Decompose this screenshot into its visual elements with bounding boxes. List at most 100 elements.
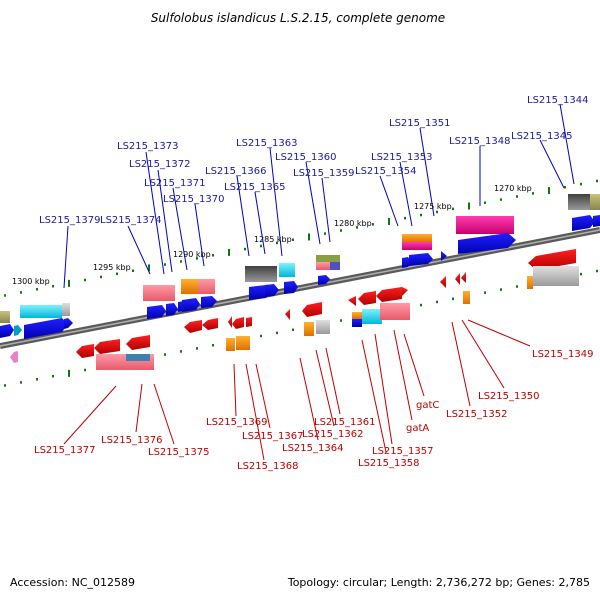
reverse-gene-labels: LS215_1349 LS215_1350 LS215_1352 gatC ga… bbox=[34, 349, 593, 472]
scale-label: 1270 kbp bbox=[494, 184, 532, 193]
scale-tick-minor bbox=[324, 232, 326, 235]
scale-tick-minor bbox=[292, 328, 294, 332]
scale-tick-minor bbox=[420, 303, 422, 307]
scale-tick-minor bbox=[20, 381, 22, 384]
scale-tick-minor bbox=[36, 288, 38, 291]
scale-tick-minor bbox=[340, 319, 342, 322]
gene-feature bbox=[232, 317, 244, 329]
gene-label: LS215_1361 bbox=[314, 417, 375, 428]
gene-feature bbox=[463, 291, 470, 304]
gene-feature bbox=[202, 318, 218, 330]
gene-feature bbox=[402, 242, 432, 250]
gene-feature bbox=[533, 266, 579, 286]
map-title: Sulfolobus islandicus L.S.2.15, complete… bbox=[151, 11, 445, 25]
gene-feature bbox=[461, 272, 466, 283]
gene-label: LS215_1357 bbox=[372, 446, 433, 457]
scale-label: 1295 kbp bbox=[93, 263, 131, 272]
gene-feature bbox=[20, 305, 62, 318]
scale-tick-minor bbox=[580, 182, 582, 186]
gene-feature bbox=[14, 325, 22, 336]
forward-gene-labels: LS215_1344 LS215_1345 LS215_1348 LS215_1… bbox=[39, 95, 588, 226]
gene-feature bbox=[265, 284, 279, 297]
scale-tick-minor bbox=[180, 350, 182, 353]
scale-tick-minor bbox=[116, 272, 118, 276]
scale-tick-minor bbox=[276, 331, 278, 335]
scale-tick-minor bbox=[596, 179, 598, 183]
forward-features bbox=[0, 194, 600, 339]
scale-tick-minor bbox=[244, 247, 246, 251]
gene-feature bbox=[182, 298, 200, 312]
gene-feature bbox=[236, 336, 250, 350]
scale-tick-major bbox=[68, 279, 70, 287]
gene-label: LS215_1351 bbox=[389, 118, 450, 129]
gene-feature bbox=[348, 296, 356, 306]
gene-label: LS215_1365 bbox=[224, 182, 285, 193]
gene-label: LS215_1353 bbox=[371, 152, 432, 163]
scale-tick-minor bbox=[484, 291, 486, 294]
scale-label: 1285 kbp bbox=[254, 235, 292, 244]
scale-tick-major bbox=[468, 202, 470, 210]
gene-label: LS215_1366 bbox=[205, 166, 266, 177]
scale-tick-minor bbox=[516, 285, 518, 288]
gene-feature bbox=[285, 309, 290, 320]
gene-feature bbox=[527, 276, 533, 289]
scale-tick-major bbox=[68, 369, 70, 377]
gene-feature bbox=[458, 233, 516, 254]
gene-feature bbox=[64, 318, 73, 329]
scale-tick-minor bbox=[452, 207, 454, 211]
gene-label: gatA bbox=[406, 423, 429, 434]
scale-tick-minor bbox=[260, 244, 262, 248]
gene-feature bbox=[316, 255, 340, 262]
gene-label: LS215_1371 bbox=[144, 178, 205, 189]
scale-tick-minor bbox=[484, 201, 486, 204]
scale-tick-minor bbox=[404, 216, 406, 220]
gene-feature bbox=[318, 275, 330, 285]
gene-label: LS215_1374 bbox=[100, 215, 161, 226]
scale-tick-minor bbox=[52, 284, 54, 288]
gene-feature bbox=[201, 296, 217, 308]
gene-label: LS215_1369 bbox=[206, 417, 267, 428]
scale-label: 1300 kbp bbox=[12, 277, 50, 286]
scale-tick-minor bbox=[372, 223, 374, 226]
gene-feature bbox=[528, 249, 576, 270]
scale-tick-minor bbox=[180, 260, 182, 263]
scale-tick-minor bbox=[420, 213, 422, 217]
scale-label: 1290 kbp bbox=[173, 250, 211, 259]
gene-feature bbox=[245, 266, 277, 282]
scale-tick-minor bbox=[340, 229, 342, 232]
gene-label: LS215_1352 bbox=[446, 409, 507, 420]
scale-tick-minor bbox=[276, 241, 278, 245]
gene-feature bbox=[166, 303, 178, 316]
scale-tick-minor bbox=[212, 254, 214, 257]
gene-feature bbox=[126, 354, 150, 361]
gene-feature bbox=[226, 338, 235, 351]
gene-feature bbox=[362, 309, 382, 324]
scale-tick-minor bbox=[196, 257, 198, 260]
gene-feature bbox=[316, 320, 330, 334]
scale-tick-minor bbox=[532, 192, 534, 195]
gene-feature bbox=[330, 262, 340, 270]
gene-feature bbox=[402, 287, 408, 296]
gene-feature bbox=[302, 302, 322, 317]
scale-tick-minor bbox=[20, 291, 22, 294]
gene-feature bbox=[228, 316, 232, 328]
scale-tick-major bbox=[388, 217, 390, 225]
gene-feature bbox=[376, 287, 402, 302]
scale-tick-minor bbox=[500, 198, 502, 201]
scale-tick-minor bbox=[164, 263, 166, 266]
scale-tick-minor bbox=[260, 334, 262, 338]
gene-feature bbox=[456, 216, 514, 234]
gene-feature bbox=[198, 279, 215, 294]
gene-label: LS215_1350 bbox=[478, 391, 539, 402]
gene-label: LS215_1348 bbox=[449, 136, 510, 147]
scale-tick-minor bbox=[196, 347, 198, 350]
gene-label: LS215_1364 bbox=[282, 443, 343, 454]
gene-feature bbox=[62, 303, 70, 316]
scale-tick-minor bbox=[84, 368, 86, 372]
gene-feature bbox=[284, 281, 298, 294]
scale-tick-minor bbox=[212, 344, 214, 347]
scale-tick-major bbox=[228, 248, 230, 256]
scale-tick-minor bbox=[516, 195, 518, 198]
scale-track-top bbox=[4, 179, 598, 297]
